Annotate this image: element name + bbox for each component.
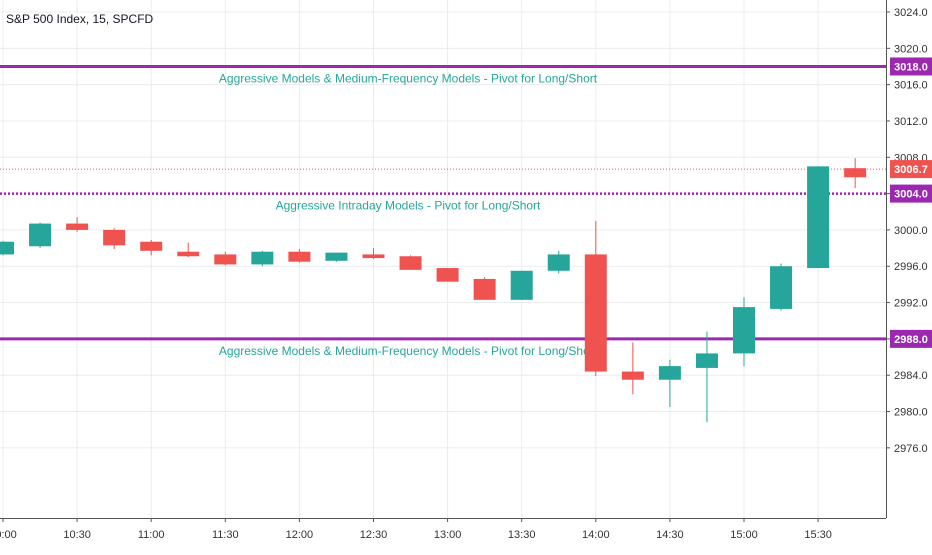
candle-up[interactable] — [733, 297, 755, 367]
pivot-price-badge — [890, 329, 932, 348]
last-price-badge — [890, 160, 932, 179]
candle-body — [399, 256, 422, 270]
time-tick-label: 10:30 — [63, 529, 91, 541]
candle-body — [584, 254, 607, 372]
candle-down[interactable] — [140, 239, 163, 256]
candle-down[interactable] — [214, 251, 237, 266]
candle-up[interactable] — [547, 250, 570, 274]
price-tick-label: 3016.0 — [894, 80, 928, 92]
pivot-price-badge — [890, 184, 932, 203]
pivot-levels: Aggressive Models & Medium-Frequency Mod… — [0, 64, 886, 358]
pivot-price-badge-label: 3018.0 — [894, 61, 928, 73]
time-tick-label: 15:30 — [804, 529, 832, 541]
candle-body — [103, 229, 126, 246]
candle-up[interactable] — [251, 250, 274, 267]
candle-body — [0, 241, 14, 255]
time-tick-label: 10:00 — [0, 529, 17, 541]
candle-body — [473, 278, 496, 300]
candle-down[interactable] — [844, 158, 867, 189]
pivot-price-badge — [890, 57, 932, 76]
candle-up[interactable] — [29, 222, 52, 249]
candle-body — [621, 371, 644, 380]
price-tick-label: 2984.0 — [894, 370, 928, 382]
candle-down[interactable] — [66, 217, 89, 232]
candle-body — [29, 223, 52, 247]
candle-up[interactable] — [510, 270, 533, 300]
price-tick-label: 3000.0 — [894, 225, 928, 237]
time-tick-label: 11:00 — [138, 529, 165, 541]
price-tick-label: 2980.0 — [894, 407, 928, 419]
candle-up[interactable] — [325, 252, 348, 262]
time-tick-label: 14:30 — [656, 529, 684, 541]
candle-body — [66, 223, 89, 230]
time-tick-label: 15:00 — [730, 529, 758, 541]
price-axis[interactable]: 3024.03020.03016.03012.03008.03004.03000… — [886, 0, 928, 518]
candle-body — [140, 241, 163, 251]
candle-body — [251, 251, 274, 265]
candle-body — [510, 270, 533, 300]
time-tick-label: 14:00 — [582, 529, 610, 541]
candle-body — [214, 254, 237, 265]
time-axis[interactable]: 10:00 10:30 11:00 11:30 12:00 12:30 13:00 13:30… — [0, 518, 886, 541]
pivot-annotation: Aggressive Models & Medium-Frequency Mod… — [219, 71, 598, 85]
chart-title: S&P 500 Index, 15, SPCFD — [6, 12, 154, 26]
candle-body — [288, 251, 311, 262]
candle-body — [770, 266, 793, 309]
pivot-annotation: Aggressive Intraday Models - Pivot for L… — [276, 199, 541, 213]
candle-down[interactable] — [177, 242, 200, 258]
time-tick-label: 12:30 — [360, 529, 388, 541]
pivot-price-badge-label: 2988.0 — [894, 334, 928, 346]
time-tick-label: 11:30 — [212, 529, 239, 541]
candle-body — [325, 252, 348, 261]
time-tick-label: 13:00 — [434, 529, 462, 541]
candle-body — [177, 251, 200, 257]
candle-up[interactable] — [695, 331, 718, 423]
candle-down[interactable] — [473, 277, 496, 300]
price-tick-label: 2976.0 — [894, 443, 928, 455]
pivot-price-badge-label: 3004.0 — [894, 189, 928, 201]
price-tick-label: 3020.0 — [894, 43, 928, 55]
candle-up[interactable] — [807, 166, 830, 269]
candle-down[interactable] — [621, 342, 644, 395]
candle-down[interactable] — [362, 248, 385, 259]
candle-down[interactable] — [399, 255, 422, 270]
price-badges: 3018.0 3004.0 2988.0 3006.7 — [890, 57, 932, 348]
last-price-badge-label: 3006.7 — [894, 164, 928, 176]
candle-body — [733, 307, 755, 354]
candle-up[interactable] — [0, 240, 14, 256]
candle-down[interactable] — [288, 248, 311, 263]
candle-body — [658, 366, 681, 380]
candle-up[interactable] — [658, 359, 681, 407]
candle-down[interactable] — [584, 220, 607, 377]
price-tick-label: 2992.0 — [894, 298, 928, 310]
candle-body — [844, 168, 867, 178]
candle-body — [436, 268, 459, 282]
candle-body — [362, 254, 385, 259]
candle-body — [695, 353, 718, 368]
price-tick-label: 3012.0 — [894, 116, 928, 128]
candle-down[interactable] — [103, 228, 126, 249]
candles[interactable] — [0, 158, 867, 423]
candle-body — [547, 254, 570, 271]
candle-up[interactable] — [770, 263, 793, 311]
price-tick-label: 2996.0 — [894, 261, 928, 273]
time-tick-label: 13:30 — [508, 529, 536, 541]
time-tick-label: 12:00 — [286, 529, 314, 541]
pivot-annotation: Aggressive Models & Medium-Frequency Mod… — [219, 344, 598, 358]
candle-body — [807, 166, 830, 269]
price-tick-label: 3024.0 — [894, 7, 928, 19]
candle-down[interactable] — [436, 268, 459, 282]
